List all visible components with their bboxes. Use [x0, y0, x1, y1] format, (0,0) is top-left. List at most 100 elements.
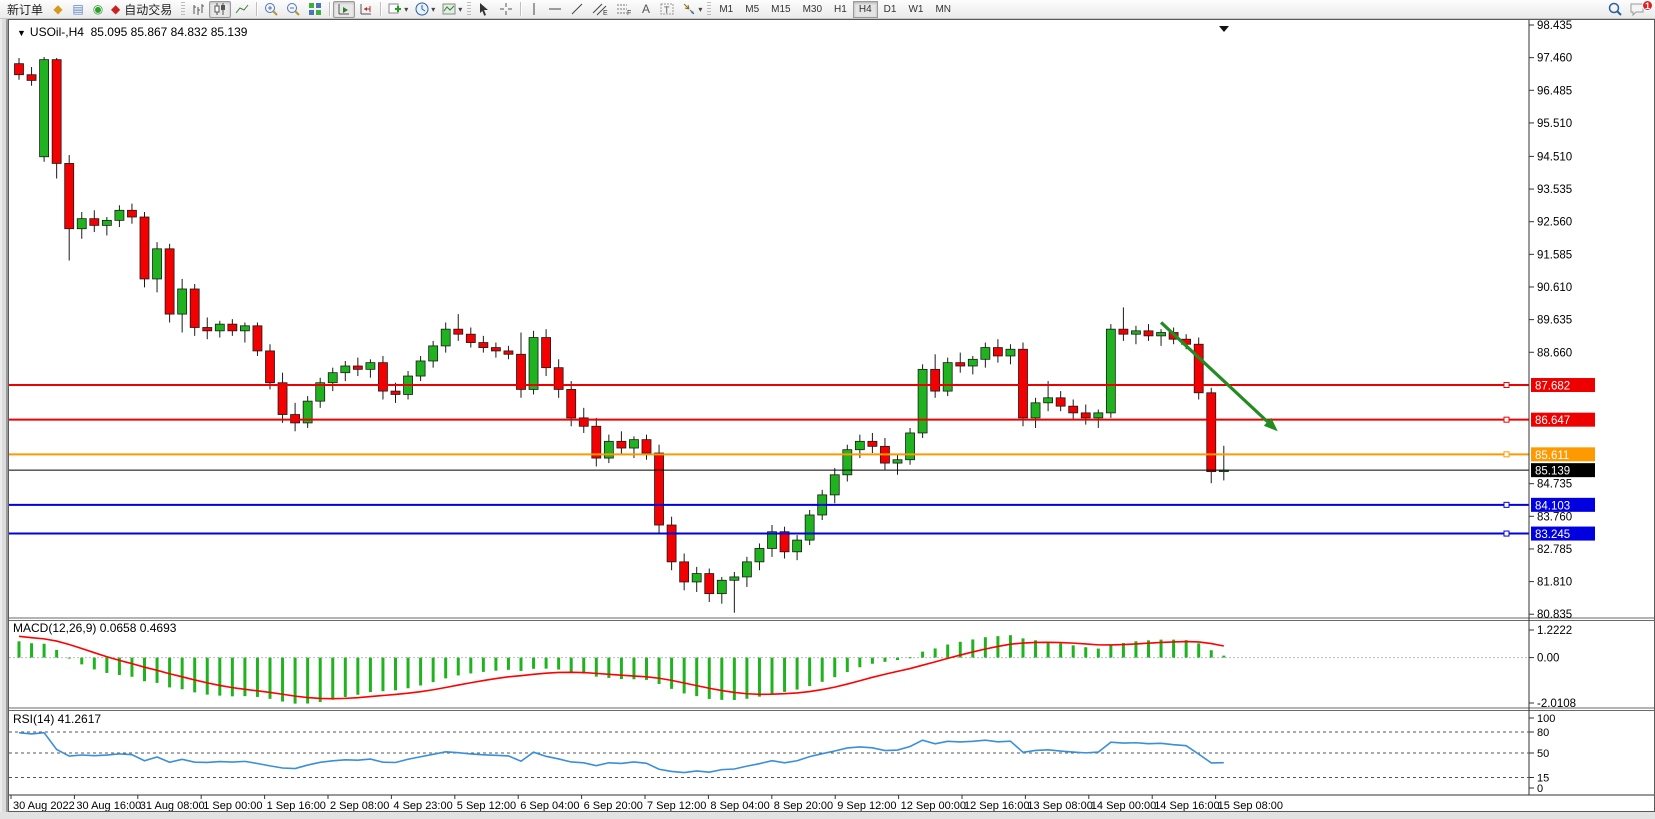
timeframe-d1[interactable]: D1	[883, 3, 897, 15]
price-badge	[1531, 463, 1595, 478]
macd-histogram-bar	[343, 657, 347, 698]
chevron-down-icon: ▾	[458, 4, 463, 14]
add-indicator-button[interactable]: ▾	[384, 1, 411, 18]
macd-histogram-bar	[958, 641, 962, 658]
bar-chart-button[interactable]	[187, 1, 209, 18]
templates-button[interactable]: ▾	[438, 1, 465, 18]
crosshair-icon	[500, 3, 513, 15]
macd-histogram-bar	[883, 657, 887, 662]
price-axis-label: 89.635	[1537, 315, 1572, 327]
candle	[516, 353, 526, 390]
fibonacci-button[interactable]: F	[612, 1, 636, 18]
macd-histogram-bar	[506, 657, 510, 670]
svg-text:E: E	[603, 10, 608, 17]
timeframe-m15[interactable]: M15	[771, 3, 791, 15]
text-button[interactable]: A	[636, 1, 656, 18]
timeframe-h4[interactable]: H4	[852, 0, 878, 18]
candle	[365, 362, 376, 370]
zoom-in-button[interactable]	[260, 1, 282, 18]
timeframe-h1[interactable]: H1	[834, 3, 847, 15]
chat-button[interactable]: 1	[1626, 0, 1653, 18]
price-badge-label: 85.139	[1535, 466, 1570, 478]
new-order-button[interactable]: 新订单	[7, 2, 44, 17]
candle	[1143, 330, 1154, 337]
timeframe-w1[interactable]: W1	[908, 3, 924, 15]
macd-histogram-bar	[356, 657, 360, 695]
crosshair-button[interactable]	[495, 1, 517, 18]
text-label-button[interactable]: T	[656, 1, 678, 18]
macd-histogram-bar	[1147, 640, 1150, 658]
terminal-icon[interactable]: ▤	[68, 1, 88, 18]
macd-histogram-bar	[456, 657, 460, 676]
chart-title: ▼ USOil-,H4 85.095 85.867 84.832 85.139	[17, 25, 247, 39]
candle	[64, 163, 75, 230]
horizontal-line-button[interactable]	[544, 1, 566, 18]
trend-arrow-head	[1263, 417, 1278, 432]
periods-button[interactable]: ▾	[411, 1, 438, 18]
auto-scroll-button[interactable]	[333, 0, 356, 18]
chart-canvas[interactable]: 87.682 86.647 85.611 84.103 83.245 85.139 98.4…	[9, 20, 1654, 811]
svg-text:F: F	[627, 10, 631, 17]
level-line-handle[interactable]	[1503, 382, 1510, 389]
candle	[603, 440, 614, 459]
trend-arrow-line[interactable]	[1159, 321, 1269, 423]
level-line-handle[interactable]	[1503, 416, 1510, 423]
price-badge-label: 83.245	[1535, 529, 1570, 541]
price-badge-label: 84.103	[1535, 500, 1570, 512]
arrows-button[interactable]: ▾	[678, 1, 705, 18]
level-line-handle[interactable]	[1503, 530, 1510, 537]
line-chart-button[interactable]	[231, 1, 253, 18]
macd-histogram-bar	[281, 657, 285, 702]
candle	[629, 439, 639, 449]
timeframe-m1[interactable]: M1	[719, 3, 734, 15]
macd-histogram-bar	[645, 657, 648, 680]
macd-histogram-bar	[783, 657, 787, 692]
chart-shift-button[interactable]	[355, 1, 377, 18]
time-axis-label: 14 Sep 16:00	[1154, 800, 1219, 811]
chart-window[interactable]: ▼ USOil-,H4 85.095 85.867 84.832 85.139 M…	[8, 19, 1655, 812]
macd-axis-label: 1.2222	[1537, 625, 1572, 637]
candle	[980, 347, 991, 360]
search-button[interactable]	[1604, 1, 1626, 18]
macd-histogram-bar	[946, 644, 950, 658]
time-axis-label: 5 Sep 12:00	[457, 800, 516, 811]
candle	[302, 400, 313, 424]
tile-windows-button[interactable]	[304, 1, 326, 18]
candlestick-chart-button[interactable]	[209, 0, 232, 18]
candle	[1206, 392, 1217, 473]
macd-histogram-bar	[394, 657, 397, 691]
channel-button[interactable]: E	[588, 1, 612, 18]
candle	[553, 367, 564, 390]
macd-histogram-bar	[569, 657, 573, 672]
autotrading-button[interactable]: ◆ 自动交易	[108, 1, 179, 18]
vertical-line-button[interactable]	[524, 1, 544, 18]
candle	[691, 573, 702, 583]
timeframe-m30[interactable]: M30	[802, 3, 823, 15]
time-axis-label: 12 Sep 16:00	[964, 800, 1029, 811]
search-icon	[1608, 2, 1622, 16]
time-axis-label: 31 Aug 08:00	[140, 800, 205, 811]
macd-histogram-bar	[933, 648, 937, 658]
macd-histogram-bar	[607, 657, 611, 678]
macd-histogram-bar	[205, 657, 209, 695]
bucket-icon[interactable]: ◆	[48, 1, 68, 18]
candle	[666, 524, 677, 563]
level-line-handle[interactable]	[1503, 451, 1510, 458]
macd-histogram-bar	[757, 657, 761, 697]
bucket-glyph: ◆	[53, 2, 63, 16]
zoom-out-button[interactable]	[282, 1, 304, 18]
candle	[942, 362, 953, 392]
macd-histogram-bar	[582, 657, 586, 674]
macd-histogram-bar	[381, 657, 385, 692]
level-line-handle[interactable]	[1503, 501, 1510, 508]
macd-histogram-bar	[1071, 645, 1075, 658]
candle	[917, 368, 928, 434]
macd-histogram-bar	[682, 657, 686, 694]
price-badge	[1531, 412, 1595, 427]
trendline-button[interactable]	[566, 1, 588, 18]
timeframe-m5[interactable]: M5	[745, 3, 760, 15]
signals-icon[interactable]: ◉	[88, 1, 108, 18]
cursor-button[interactable]	[473, 1, 495, 18]
price-badge-label: 86.647	[1535, 415, 1570, 427]
timeframe-mn[interactable]: MN	[935, 3, 951, 15]
